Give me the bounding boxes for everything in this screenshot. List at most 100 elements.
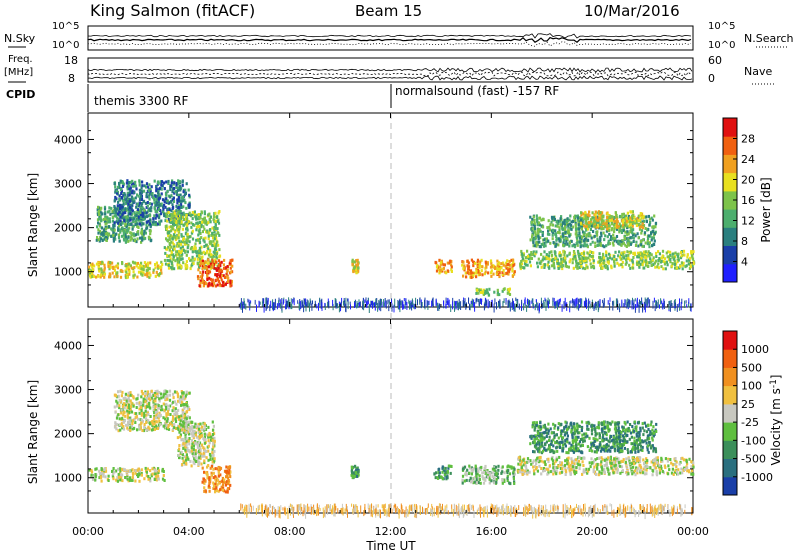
data-cell [394, 298, 396, 308]
data-cell [124, 235, 128, 239]
data-cell [279, 299, 281, 305]
data-cell [668, 255, 671, 259]
data-cell [143, 411, 146, 415]
data-cell [146, 274, 149, 278]
data-cell [121, 184, 125, 188]
data-cell [209, 454, 212, 458]
data-cell [141, 236, 144, 240]
data-cell [154, 424, 158, 428]
data-cell [613, 219, 616, 223]
data-cell [178, 266, 181, 270]
data-cell [581, 235, 584, 239]
data-cell [158, 411, 161, 415]
data-cell [103, 231, 106, 234]
cpid-label: CPID [6, 88, 35, 101]
data-cell [486, 261, 489, 265]
data-cell [545, 299, 547, 305]
data-cell [674, 266, 677, 270]
data-cell [119, 428, 122, 432]
data-cell [177, 236, 180, 240]
data-cell [173, 245, 176, 249]
data-cell [119, 469, 122, 473]
data-cell [160, 268, 163, 272]
data-cell [201, 273, 204, 277]
data-cell [691, 255, 694, 259]
data-cell [211, 280, 214, 284]
data-cell [184, 433, 187, 437]
data-cell [198, 456, 201, 460]
data-cell [546, 256, 549, 260]
data-cell [625, 258, 628, 262]
data-cell [199, 451, 202, 455]
data-cell [196, 459, 199, 463]
data-cell [184, 394, 187, 398]
data-cell [181, 411, 184, 415]
data-cell [532, 302, 534, 307]
data-cell [286, 300, 288, 307]
data-cell [542, 263, 545, 267]
data-cell [198, 460, 201, 464]
data-cell [91, 477, 95, 481]
data-cell [144, 409, 147, 413]
data-cell [135, 214, 138, 217]
data-cell [555, 220, 559, 224]
data-cell [512, 263, 515, 267]
data-cell [213, 215, 216, 219]
data-cell [632, 214, 635, 217]
data-cell [554, 229, 557, 233]
data-cell [128, 193, 131, 197]
data-cell [142, 268, 145, 272]
data-cell [217, 280, 220, 283]
data-cell [593, 304, 595, 311]
data-cell [639, 299, 640, 305]
data-cell [185, 461, 188, 465]
data-cell [563, 256, 567, 260]
data-cell [173, 186, 176, 190]
data-cell [171, 190, 174, 194]
data-cell [621, 212, 624, 216]
data-cell [154, 395, 158, 399]
data-cell [214, 284, 217, 288]
data-cell [126, 416, 129, 419]
data-cell [107, 220, 110, 224]
data-cell [173, 423, 176, 427]
data-cell [182, 395, 185, 399]
data-cell [121, 479, 124, 483]
data-cell [651, 236, 654, 240]
data-cell [199, 260, 203, 263]
data-cell [120, 189, 123, 193]
data-cell [100, 268, 103, 272]
date-title: 10/Mar/2016 [584, 2, 680, 20]
data-cell [653, 297, 655, 303]
data-cell [469, 304, 470, 310]
data-cell [594, 213, 597, 217]
data-cell [538, 240, 541, 244]
data-cell [186, 228, 189, 232]
data-cell [120, 192, 123, 196]
data-cell [114, 421, 117, 425]
data-cell [481, 273, 484, 277]
data-cell [204, 236, 207, 240]
data-cell [96, 218, 100, 222]
data-cell [131, 237, 134, 241]
data-cell [357, 303, 359, 308]
data-cell [610, 222, 613, 226]
data-cell [140, 389, 143, 393]
data-cell [557, 299, 559, 306]
data-cell [480, 269, 483, 273]
data-cell [622, 224, 625, 228]
data-cell [113, 205, 116, 208]
data-cell [601, 244, 604, 248]
data-cell [637, 236, 640, 240]
data-cell [186, 406, 189, 410]
data-cell [172, 415, 175, 418]
data-cell [182, 440, 185, 444]
data-cell [589, 228, 592, 231]
data-cell [138, 403, 141, 407]
data-cell [474, 302, 476, 312]
data-cell [177, 252, 181, 256]
data-cell [535, 250, 538, 254]
data-cell [536, 261, 539, 265]
data-cell [111, 261, 114, 265]
data-cell [543, 250, 546, 254]
